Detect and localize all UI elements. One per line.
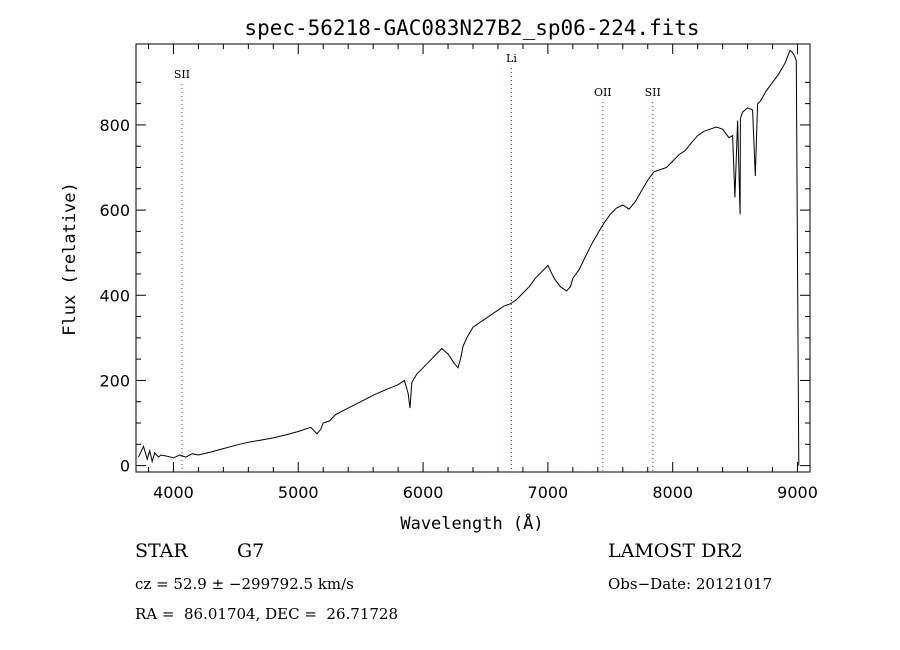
x-tick-label: 8000 xyxy=(652,483,693,502)
velocity-text: cz = 52.9 ± −299792.5 km/s xyxy=(135,575,354,593)
obs-date: Obs−Date: 20121017 xyxy=(608,575,773,593)
line-marker-label: SII xyxy=(645,86,661,99)
y-tick-label: 0 xyxy=(120,457,130,476)
line-marker-label: OII xyxy=(594,86,612,99)
spectral-line-markers: SII Li OII SII xyxy=(174,52,661,472)
x-tick-label: 5000 xyxy=(278,483,319,502)
line-marker-label: Li xyxy=(506,52,517,65)
plot-frame xyxy=(135,43,811,473)
y-axis-label: Flux (relative) xyxy=(60,182,80,336)
x-axis-label: Wavelength (Å) xyxy=(400,512,543,534)
y-axis: 0 200 400 600 800 xyxy=(99,81,810,476)
object-class: STAR xyxy=(135,540,188,562)
survey-name: LAMOST DR2 xyxy=(608,540,743,562)
x-tick-label: 9000 xyxy=(777,483,818,502)
chart-title: spec-56218-GAC083N27B2_sp06-224.fits xyxy=(244,16,699,40)
x-tick-label: 6000 xyxy=(403,483,444,502)
y-tick-label: 200 xyxy=(99,371,130,390)
subclass: G7 xyxy=(237,540,265,562)
coordinates: RA = 86.01704, DEC = 26.71728 xyxy=(135,605,399,623)
x-tick-label: 7000 xyxy=(528,483,569,502)
y-tick-label: 800 xyxy=(99,116,130,135)
y-tick-label: 400 xyxy=(99,286,130,305)
spectrum-line xyxy=(138,49,800,466)
x-tick-label: 4000 xyxy=(153,483,194,502)
x-axis: 4000 5000 6000 7000 8000 9000 xyxy=(147,44,818,502)
y-tick-label: 600 xyxy=(99,201,130,220)
line-marker-label: SII xyxy=(174,68,190,81)
